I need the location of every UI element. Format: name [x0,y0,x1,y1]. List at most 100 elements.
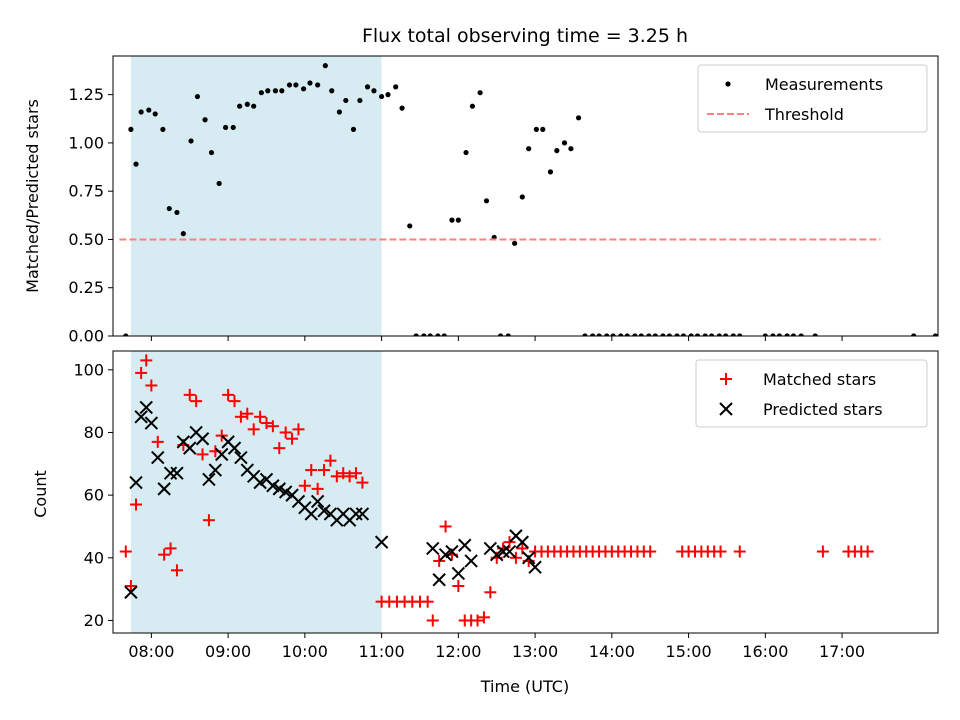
measurement-point [674,333,680,336]
predicted-star-point [234,450,248,465]
matched-star-point [324,454,337,467]
matched-star-point [509,551,522,564]
predicted-star-point [157,482,171,496]
measurement-point [322,63,328,69]
predicted-star-point [521,551,536,565]
measurement-point [188,138,194,144]
matched-star-point [260,417,273,430]
measurement-point [604,333,610,336]
measurement-point [272,88,279,94]
predicted-star-point [183,441,197,455]
measurement-point [463,149,469,156]
measurement-point [449,217,455,223]
measurement-point [737,333,743,336]
predicted-star-point [208,463,223,477]
measurement-point [350,126,357,132]
measurement-point [547,169,554,175]
measurement-point [166,205,172,212]
legend-predicted-marker [719,402,733,416]
x-tick-label: 17:00 [819,642,865,661]
predicted-star-point [304,507,318,521]
predicted-star-point [170,466,184,480]
top-y-ticks: 0.00 0.25 0.50 0.75 1.00 1.25 [68,85,113,346]
measurement-point [680,333,687,336]
measurement-point [610,333,616,336]
predicted-star-point [266,479,280,493]
x-tick-label: 14:00 [589,642,635,661]
y-tick-label: 1.00 [68,133,104,152]
matched-star-point [241,407,254,420]
bottom-legend: Matched stars Predicted stars [695,359,928,428]
matched-star-point [215,429,228,442]
top-axes-frame [112,55,939,337]
measurement-point [427,333,433,336]
y-tick-label: 0.00 [68,327,104,346]
matched-star-point [135,366,148,379]
legend-measurements-label: Measurements [765,75,883,94]
legend-measurements-marker [725,81,731,87]
matched-star-point [247,423,260,436]
measurement-point [371,88,377,94]
measurement-point [798,333,804,336]
legend-matched-marker [720,373,732,385]
legend-threshold-label: Threshold [764,105,844,124]
chart-title: Flux total observing time = 3.25 h [362,25,688,47]
predicted-star-point [278,485,293,499]
measurement-point [554,148,560,154]
predicted-star-point [134,410,148,424]
measurement-point [393,84,399,90]
measurement-point [932,333,938,336]
measurement-point [208,149,215,156]
matched-star-point [433,554,446,567]
measurement-point [941,333,946,338]
top-panel: 0.00 0.25 0.50 0.75 1.00 1.25 Matched/Predict… [23,55,960,346]
predicted-star-point [310,494,325,509]
matched-star-point [311,482,324,495]
measurement-point [251,103,257,109]
measurement-point [632,333,638,336]
measurement-point [955,333,960,338]
measurement-point [512,240,518,246]
bottom-axes-frame [112,350,939,634]
matched-star-point [124,580,137,592]
predicted-star-point [202,472,216,487]
predicted-star-point [139,400,153,415]
measurement-point [702,333,708,336]
y-tick-label: 0.50 [68,230,104,249]
measurement-point [146,107,152,113]
matched-star-point [273,442,286,455]
matched-star-point [140,354,153,367]
measurement-point [307,80,313,86]
measurement-point [202,117,208,123]
matched-star-point [714,545,727,558]
measurement-point [666,333,672,336]
top-legend: Measurements Threshold [697,64,928,133]
measurement-point [776,333,782,336]
matched-star-point [421,595,434,608]
predicted-star-point [129,475,143,490]
measurement-point [784,333,790,336]
bottom-legend-frame [695,359,928,428]
measurement-point [152,111,158,117]
measurement-point [379,93,385,100]
y-tick-label: 20 [84,611,104,630]
predicted-star-point [458,538,472,552]
matched-star-point [471,614,484,627]
x-tick-label: 11:00 [359,642,405,661]
predicted-star-point [272,482,286,496]
measurement-point [694,333,701,336]
measurement-point [575,115,582,121]
matched-star-point [452,580,465,592]
measurement-point [477,90,483,96]
matched-star-point [337,467,350,480]
measurement-point [497,333,504,336]
bottom-y-ticks: 20 40 60 80 100 [73,360,113,630]
measurement-point [421,333,427,336]
measurement-point [519,194,525,200]
matched-star-point [254,410,267,423]
matched-star-point [202,514,215,527]
measurement-point [123,333,129,336]
measurement-point [469,103,476,109]
measurement-point [568,146,574,152]
